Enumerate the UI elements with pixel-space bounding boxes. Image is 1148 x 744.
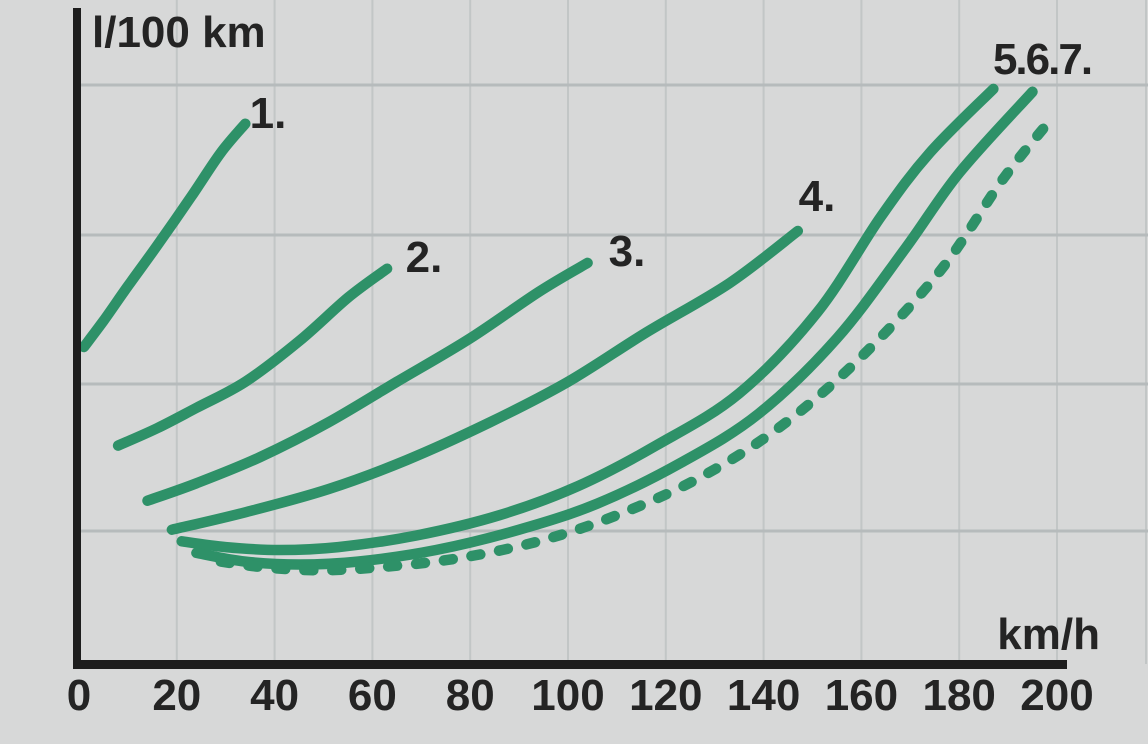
curve-label-2: 2. xyxy=(406,233,443,282)
x-tick-label-60: 60 xyxy=(348,671,397,720)
x-tick-label-200: 200 xyxy=(1020,671,1093,720)
gear-2-curve xyxy=(112,263,393,451)
grid-layer xyxy=(81,0,1148,664)
curve-label-567: 5.6.7. xyxy=(993,35,1091,84)
x-axis-line xyxy=(73,660,1067,669)
curve-label-1: 1. xyxy=(250,89,287,138)
y-axis-unit-label: l/100 km xyxy=(92,8,266,57)
x-tick-label-40: 40 xyxy=(250,671,299,720)
gear-1-curve xyxy=(78,118,251,353)
gear-3-curve xyxy=(142,257,593,506)
x-tick-label-140: 140 xyxy=(727,671,800,720)
x-tick-label-20: 20 xyxy=(152,671,201,720)
curve-labels-layer: 1. 2. 3. 4. 5.6.7. xyxy=(250,35,1093,282)
gear-5-curve xyxy=(176,83,999,556)
x-tick-label-180: 180 xyxy=(922,671,995,720)
curve-label-4: 4. xyxy=(799,172,836,221)
y-axis-line xyxy=(73,8,81,669)
gear-4-curve xyxy=(166,225,804,535)
x-tick-label-0: 0 xyxy=(67,671,91,720)
x-tick-label-100: 100 xyxy=(531,671,604,720)
gear-6-curve xyxy=(191,86,1038,570)
gear-7-curve xyxy=(215,112,1058,576)
x-tick-label-160: 160 xyxy=(825,671,898,720)
axes-layer xyxy=(73,8,1067,669)
x-tick-label-80: 80 xyxy=(446,671,495,720)
curves-layer xyxy=(78,83,1058,576)
x-tick-label-120: 120 xyxy=(629,671,702,720)
x-axis-unit-label: km/h xyxy=(997,610,1100,659)
x-tick-labels: 0 20 40 60 80 100 120 140 160 180 200 xyxy=(67,671,1094,720)
curve-label-3: 3. xyxy=(609,227,646,276)
